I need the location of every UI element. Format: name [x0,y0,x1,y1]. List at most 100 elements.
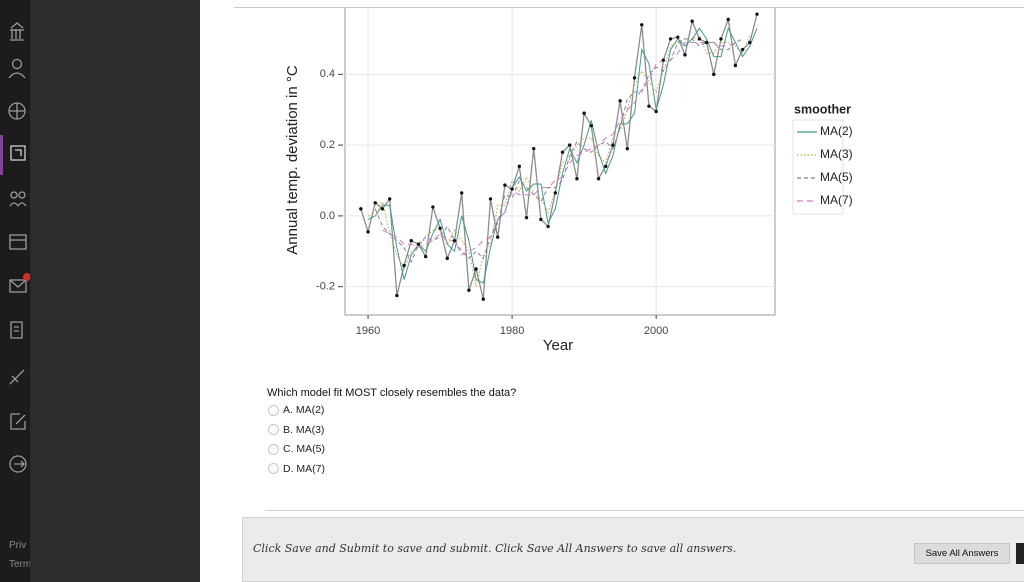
data-point [683,53,687,57]
profile-icon[interactable] [11,58,23,70]
smoother-line [374,38,743,264]
legend-label: MA(5) [820,170,853,184]
content-frame [234,7,1024,8]
data-point [495,235,500,239]
data-point [647,104,651,108]
data-point [726,17,730,22]
legend-label: MA(3) [820,147,853,161]
legend-title: smoother [794,102,851,116]
edit-icon[interactable] [10,413,26,430]
data-point [733,63,738,68]
x-tick-label: 1960 [356,325,380,337]
data-point [654,109,658,114]
legend-label: MA(7) [820,193,853,207]
data-point [632,76,637,80]
x-axis-label: Year [543,337,573,354]
data-point [589,123,594,128]
answer-option[interactable]: D. MA(7) [268,463,325,475]
groups-icon[interactable] [10,191,18,199]
data-point [503,183,507,187]
data-point [661,58,666,62]
data-point [423,254,428,259]
data-point [625,146,630,151]
data-point [380,207,385,211]
data-point [481,297,485,301]
legend-label: MA(2) [820,124,853,138]
messages-icon[interactable] [9,279,27,293]
courses-icon[interactable] [10,145,26,161]
privacy-link[interactable]: Priv [9,540,27,551]
instructions: Click Save and Submit to save and submit… [253,542,737,555]
data-point [431,205,435,209]
x-tick-label: 1980 [500,325,524,337]
data-point [740,47,745,52]
option-label[interactable]: C. MA(5) [283,443,325,456]
institution-icon[interactable] [10,22,24,41]
legend-box [792,119,844,215]
data-point [604,164,608,169]
data-point [510,187,514,191]
data-point [395,293,399,298]
chart: Annual temp. deviation in °C Year smooth… [284,8,853,354]
data-point [359,207,363,211]
submit-button[interactable] [1016,543,1024,564]
data-point [596,177,601,181]
data-point [755,12,759,16]
footer-bar: Click Save and Submit to save and submit… [242,517,1024,582]
data-point [568,143,572,147]
signout-icon[interactable] [9,455,27,473]
data-point [560,150,565,154]
save-all-button[interactable]: Save All Answers [914,543,1010,564]
smoother-line [382,42,736,256]
data-point [438,226,442,230]
y-tick-label: 0.4 [320,68,335,80]
option-label[interactable]: A. MA(2) [283,404,325,416]
plot-group [344,8,776,316]
y-tick-label: 0.2 [320,139,335,151]
data-point [546,224,550,229]
tools-icon[interactable] [9,369,25,385]
data-point [517,164,522,169]
radio[interactable] [268,424,279,436]
icon-rail: Priv Term [0,0,30,582]
data-point [719,37,723,41]
data-point [704,40,709,45]
data-point [524,215,529,220]
terms-link[interactable]: Term [9,559,30,570]
data-point [611,143,615,147]
data-point [575,177,579,181]
calendar-icon[interactable] [9,234,27,250]
data-point [402,263,406,268]
option-label[interactable]: B. MA(3) [283,423,325,436]
data-point [539,217,543,222]
answer-option[interactable]: B. MA(3) [268,424,324,436]
radio[interactable] [268,463,279,475]
data-point [697,37,702,41]
data-point [387,197,392,201]
radio[interactable] [268,443,279,455]
plot-background [344,8,776,316]
answer-option[interactable]: A. MA(2) [268,404,324,416]
y-axis-label: Annual temp. deviation in °C [284,65,301,255]
active-indicator [0,135,3,175]
radio[interactable] [268,404,279,416]
data-point [618,99,622,103]
grades-icon[interactable] [10,321,23,339]
y-tick-label: -0.2 [316,281,335,293]
answer-option[interactable]: C. MA(5) [268,443,325,455]
data-point [474,267,478,271]
data-point [373,201,377,205]
data-point [553,191,558,195]
option-label[interactable]: D. MA(7) [283,462,325,475]
data-point [366,230,370,234]
question-prompt: Which model fit MOST closely resembles t… [267,387,517,399]
data-point [467,288,471,292]
separator [265,510,1024,511]
data-point [445,256,449,261]
data-point [676,35,680,39]
data-point [582,111,586,115]
x-tick-label: 2000 [644,325,668,337]
notification-badge [23,273,30,281]
data-point [640,23,644,27]
